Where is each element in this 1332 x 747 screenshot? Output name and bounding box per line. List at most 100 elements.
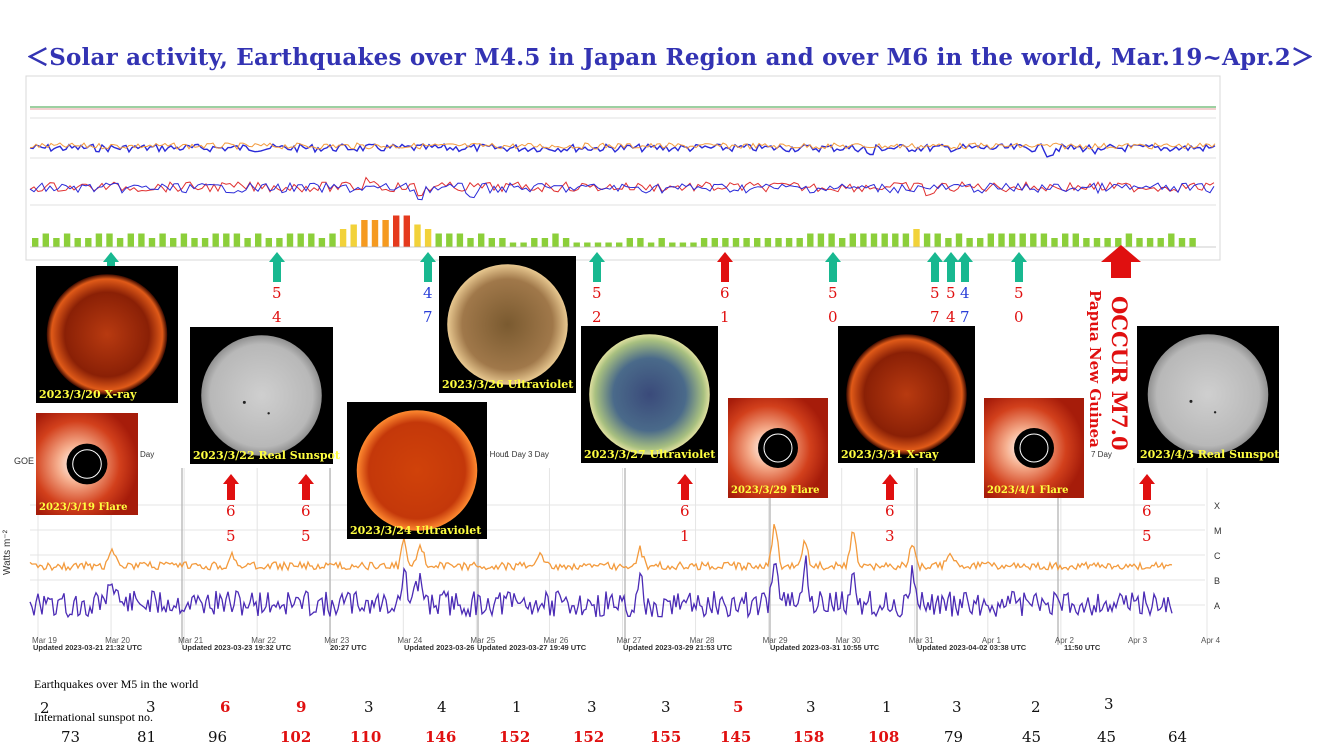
kp-bar: [499, 238, 506, 247]
world-eq-count: 3: [806, 698, 816, 716]
arrow-label-top: 5: [592, 284, 602, 302]
sun-disk: [846, 334, 967, 455]
kp-bar: [63, 233, 71, 247]
arrow-label-top: 6: [1142, 502, 1152, 520]
kp-bar: [541, 238, 549, 247]
sun-outline: [1019, 433, 1049, 463]
kp-bar: [244, 238, 251, 247]
kp-bar: [690, 242, 697, 247]
updated-label: Updated 2023-04-02 03:38 UTC: [917, 643, 1027, 652]
arrow-label-top: 4: [423, 284, 433, 302]
date-tick: Apr 1: [982, 636, 1002, 645]
date-tick: Mar 25: [470, 636, 495, 645]
updated-label: Updated 2023-03-31 10:55 UTC: [770, 643, 880, 652]
kp-bar: [233, 233, 241, 247]
sunspot-number: 45: [1097, 728, 1116, 746]
arrow-label-bottom: 7: [930, 308, 940, 326]
kp-bar: [573, 242, 580, 247]
range-tab: 7 Day: [1091, 450, 1112, 459]
kp-bar: [552, 233, 559, 247]
m7-place-text: Papua New Guinea: [1086, 290, 1104, 448]
sunspot-number: 110: [350, 728, 381, 746]
kp-bar: [180, 233, 188, 247]
photo-label: 2023/3/31 X-ray: [841, 448, 939, 461]
updated-label: Updated 2023-03-21 21:32 UTC: [33, 643, 143, 652]
kp-bar: [403, 215, 410, 247]
sunspot-number: 79: [944, 728, 963, 746]
arrow-label-top: 6: [301, 502, 311, 520]
sun-disk: [356, 410, 478, 531]
updated-label: Updated 2023-03-27 19:49 UTC: [477, 643, 587, 652]
arrow-label-bottom: 0: [828, 308, 838, 326]
kp-bar: [255, 233, 262, 247]
kp-bar: [711, 238, 718, 247]
kp-bar: [669, 242, 676, 247]
arrow-up: [957, 252, 973, 282]
photo-label: 2023/3/27 Ultraviolet: [584, 448, 716, 461]
world-eq-count: 9: [296, 698, 306, 716]
m7-occur-text: OCCUR M7.0: [1107, 296, 1132, 451]
kp-bar: [870, 233, 878, 247]
arrow-label-top: 5: [272, 284, 282, 302]
kp-bar: [116, 238, 124, 247]
kp-bar: [223, 233, 230, 247]
world-eq-row-label: Earthquakes over M5 in the world: [34, 677, 199, 691]
sunspot-number: 146: [425, 728, 456, 746]
kp-bar: [1146, 238, 1154, 247]
earthquake-arrows-world: 6 5 6 5 6 1 6 3 6 5: [223, 474, 1155, 545]
kp-bar: [424, 229, 432, 247]
arrow-label-bottom: 4: [272, 308, 282, 326]
solar-photo: 2023/3/22 Real Sunspot: [190, 327, 341, 464]
arrow-label-top: 6: [226, 502, 236, 520]
goes-overview-panel: [25, 75, 1221, 261]
arrow-label-top: 5: [930, 284, 940, 302]
kp-bar: [722, 238, 729, 247]
kp-bar: [339, 229, 347, 247]
m7-event-marker: OCCUR M7.0 Papua New Guinea: [1086, 245, 1141, 451]
arrow-label-bottom: 1: [680, 527, 690, 545]
kp-bar: [212, 233, 219, 247]
kp-bar: [478, 233, 485, 247]
kp-bar: [881, 233, 888, 247]
kp-bar: [1030, 233, 1037, 247]
world-eq-count: 4: [437, 698, 447, 716]
arrow-label-bottom: 4: [946, 308, 956, 326]
kp-bar: [775, 238, 782, 247]
kp-bar: [265, 238, 272, 247]
photo-label: 2023/3/29 Flare: [731, 485, 820, 496]
kp-bar: [605, 242, 612, 247]
kp-bar: [1008, 233, 1016, 247]
photo-label: 2023/3/24 Ultraviolet: [350, 524, 482, 537]
kp-bar: [647, 242, 655, 247]
kp-bar: [435, 233, 442, 247]
kp-bar: [754, 238, 761, 247]
kp-bar: [201, 238, 209, 247]
sunspot-dot: [1189, 399, 1193, 403]
kp-bar: [85, 238, 92, 247]
arrow-label-bottom: 1: [720, 308, 730, 326]
kp-bar: [828, 233, 835, 247]
arrow-label-bottom: 7: [423, 308, 433, 326]
date-tick: Apr 4: [1201, 636, 1221, 645]
arrow-up: [882, 474, 898, 500]
kp-bar: [414, 224, 421, 247]
date-tick: Mar 27: [617, 636, 642, 645]
arrow-up: [298, 474, 314, 500]
kp-bar: [658, 238, 665, 247]
updated-label: Updated 2023-03-26: [404, 643, 474, 652]
kp-bar: [170, 238, 177, 247]
arrow-label-top: 5: [1014, 284, 1024, 302]
sun-disk: [589, 334, 710, 455]
sunspot-number: 152: [499, 728, 530, 746]
kp-bar: [934, 233, 941, 247]
sunspot-number: 102: [280, 728, 311, 746]
arrow-label-bottom: 3: [885, 527, 895, 545]
kp-bar: [817, 233, 825, 247]
solar-photo: 2023/3/19 Flare: [36, 413, 138, 515]
kp-bar: [637, 238, 644, 247]
photo-label: 2023/4/3 Real Sunspot: [1140, 448, 1280, 461]
kp-bar: [138, 233, 145, 247]
arrow-label-top: 5: [946, 284, 956, 302]
kp-bar: [977, 238, 984, 247]
date-tick: Mar 24: [397, 636, 422, 645]
